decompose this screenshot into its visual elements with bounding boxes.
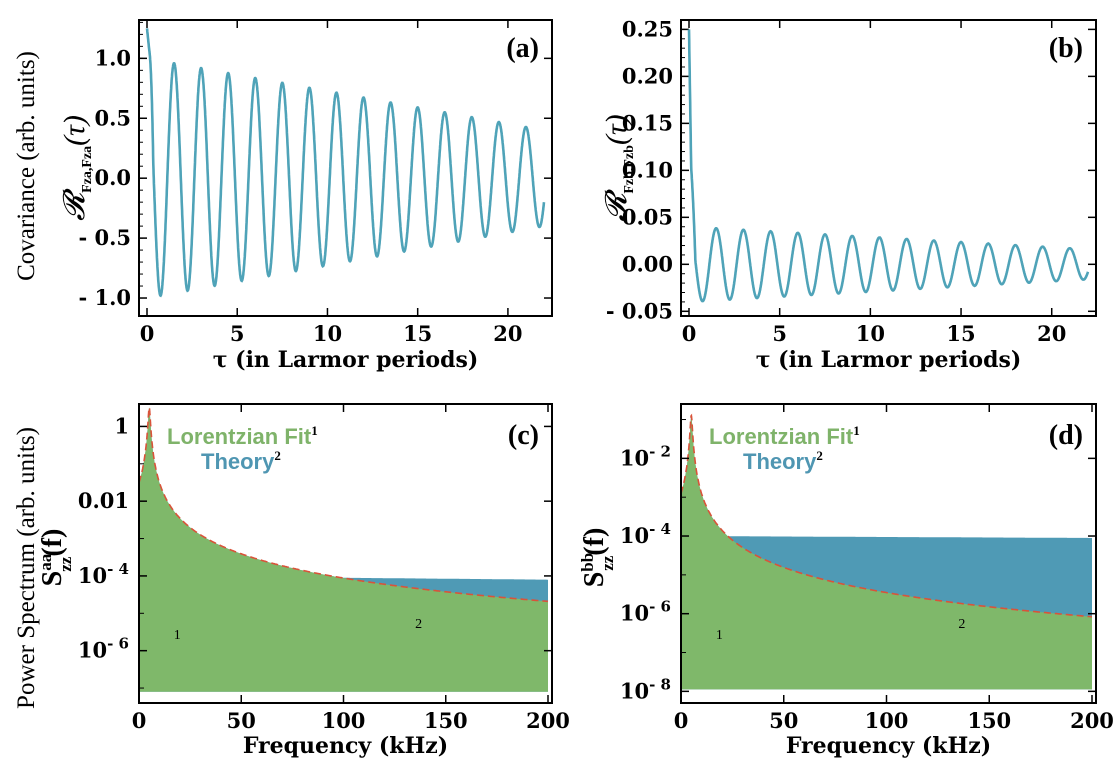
y-tick-label: 10- 6 [78,635,129,663]
plot-frame [680,403,1097,704]
y-tick-label: 10- 8 [620,675,671,703]
x-axis-label: Frequency (kHz) [786,733,991,758]
lorentzian-fit-area [139,407,548,692]
y-tick-label: 0.10 [622,157,673,182]
region-label-fit: 1 [174,628,181,643]
x-tick-label: 0 [140,321,155,346]
legend-entry-theory: Theory2 [201,448,281,474]
panel-tag: (b) [1049,33,1083,64]
panel-tag: (a) [506,33,539,64]
y-axis-label: 𝓡Fza,Fza(τ) [58,115,95,221]
x-tick-label: 50 [227,708,256,733]
covariance-series-line [687,29,1090,303]
x-tick-label: 15 [946,321,975,346]
plot-frame [680,19,1097,317]
panel-d: 0 50 100 150 200 10- 2 10- 4 10- 6 10- 8 (d) Loren… [578,403,1114,758]
x-axis-label: τ (in Larmor periods) [213,347,479,373]
panel-tag: (d) [1049,420,1083,451]
x-tick-label: 0 [682,321,697,346]
y-tick-label: - 0.5 [78,225,131,250]
x-tick-label: 10 [856,321,885,346]
y-tick-label: 10- 4 [620,520,671,548]
y-tick-label: 10- 4 [78,560,129,588]
panel-b: 0 5 10 15 20 - 0.05 0.00 0.05 0.10 0.15 0.20 0.25 (b… [600,16,1097,373]
x-tick-label: 20 [493,321,522,346]
legend-entry-theory: Theory2 [743,448,823,474]
y-tick-label: 0.0 [94,165,131,190]
x-tick-label: 200 [1070,708,1114,733]
x-tick-label: 0 [132,708,147,733]
y-tick-label: 0.20 [622,63,673,88]
covariance-axis-label: Covariance (arb. units) [13,51,40,281]
x-tick-label: 200 [526,708,570,733]
y-tick-label: - 1.0 [78,285,131,310]
y-tick-label: 0.00 [622,251,673,276]
plot-frame [138,403,553,704]
x-tick-label: 100 [865,708,909,733]
x-tick-label: 50 [769,708,798,733]
region-label-theory: 2 [958,617,965,632]
lorentzian-fit-dashed-line [139,405,549,603]
x-tick-label: 15 [403,321,432,346]
x-tick-label: 5 [230,321,245,346]
y-tick-label: 1.0 [94,45,131,70]
x-axis-label: τ (in Larmor periods) [756,347,1022,373]
panel-a: 0 5 10 15 20 - 1.0 - 0.5 0.0 0.5 1.0 (a) τ (in Larm… [58,19,553,373]
panel-tag: (c) [508,420,539,451]
lorentzian-fit-dashed-line [681,413,1092,618]
region-label-fit: 1 [716,628,723,643]
x-tick-label: 10 [313,321,342,346]
power-spectrum-axis-label: Power Spectrum (arb. units) [13,427,40,709]
y-tick-label: 0.5 [94,105,131,130]
x-tick-label: 150 [967,708,1011,733]
region-label-theory: 2 [415,617,422,632]
y-tick-label: 1 [114,413,129,438]
plot-frame [138,19,553,317]
y-tick-label: 0.25 [622,16,673,41]
x-tick-label: 0 [674,708,689,733]
y-tick-label: 0.15 [622,110,673,135]
x-tick-label: 100 [322,708,366,733]
x-axis-label: Frequency (kHz) [243,733,448,758]
legend-entry-lorentzian-fit: Lorentzian Fit1 [167,423,318,449]
lorentzian-fit-area [681,415,1092,690]
y-tick-label: 10- 2 [620,442,671,470]
y-axis-label: 𝓡Fzb,Fzb(τ) [600,114,637,221]
covariance-series-line [145,28,546,298]
x-tick-label: 150 [424,708,468,733]
y-tick-label: - 0.05 [606,298,673,323]
y-axis-label: Saazz(f) [36,529,75,587]
y-tick-label: 10- 6 [620,598,671,626]
y-tick-label: 0.01 [78,488,129,513]
x-tick-label: 5 [772,321,787,346]
y-axis-label: Sbbzz(f) [578,528,617,588]
panel-c: 0 50 100 150 200 1 0.01 10- 4 10- 6 (c) Lorentzian… [36,403,570,758]
y-tick-label: 0.05 [622,204,673,229]
legend-entry-lorentzian-fit: Lorentzian Fit1 [709,423,860,449]
x-tick-label: 20 [1037,321,1066,346]
